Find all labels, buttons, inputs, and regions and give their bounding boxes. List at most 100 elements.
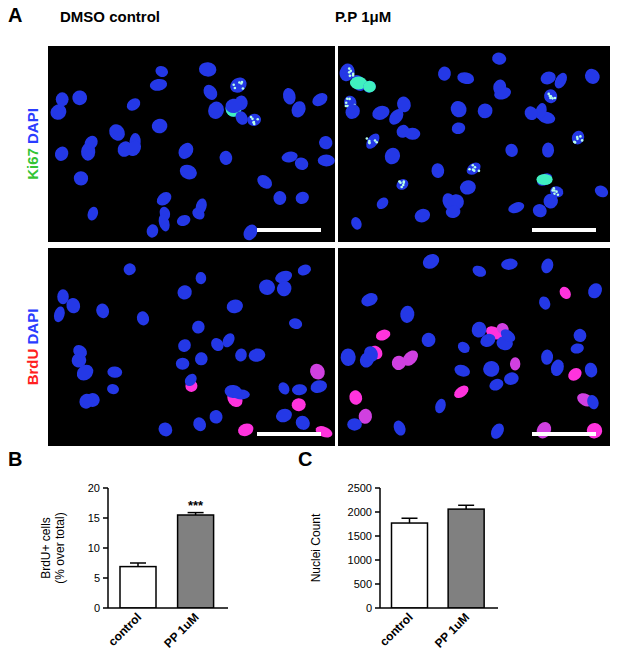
bar: [392, 523, 428, 608]
y-tick: [103, 517, 108, 519]
ki67-dot: [345, 101, 348, 104]
bar: [448, 509, 484, 608]
nucleus: [456, 71, 475, 86]
panel-label: B: [8, 448, 22, 470]
nucleus: [48, 101, 69, 123]
nucleus: [488, 421, 506, 441]
nucleus: [583, 361, 598, 378]
nucleus: [201, 82, 220, 102]
ki67-dot: [474, 166, 477, 169]
nucleus: [195, 272, 207, 285]
nucleus: [122, 262, 137, 277]
nucleus: [157, 213, 172, 233]
nucleus: [208, 409, 224, 425]
ki67-dot: [238, 81, 241, 84]
y-tick: [103, 487, 108, 489]
y-tick-label: 10: [88, 542, 100, 554]
nucleus: [507, 200, 526, 215]
nuclei: [52, 262, 334, 440]
nuclei: [48, 62, 335, 242]
nucleus: [541, 349, 554, 365]
nucleus: [52, 305, 66, 323]
ki67-dot: [554, 97, 557, 100]
ki67-dot: [399, 181, 402, 184]
ki67-nucleus: [536, 174, 552, 185]
nucleus: [246, 112, 262, 127]
nucleus: [552, 71, 569, 91]
ki67-dot: [573, 140, 576, 143]
nucleus: [149, 78, 168, 92]
nucleus: [501, 258, 519, 271]
row-label: Ki67 DAPI: [24, 108, 41, 180]
row-label-part: Ki67: [24, 148, 41, 180]
y-tick-label: 20: [88, 482, 100, 494]
nucleus: [499, 327, 518, 345]
nucleus: [503, 142, 519, 159]
nucleus: [487, 377, 505, 393]
nucleus: [471, 264, 488, 279]
ki67-dot: [551, 97, 554, 100]
nucleus: [481, 359, 502, 379]
ki67-dot: [478, 170, 481, 173]
nucleus: [106, 383, 120, 395]
ki67-dot: [348, 67, 351, 70]
nucleus: [456, 340, 472, 356]
nucleus: [420, 251, 442, 272]
bar: [178, 515, 214, 608]
image-bg: [338, 46, 610, 242]
nucleus: [182, 371, 199, 388]
ki67-dot: [403, 180, 406, 183]
y-tick-label: 2500: [348, 482, 372, 494]
ki67-dot: [256, 118, 259, 121]
scale-bar: [257, 228, 321, 232]
error-cap: [402, 517, 418, 519]
nucleus: [206, 99, 227, 121]
nucleus: [340, 348, 356, 366]
nucleus: [135, 310, 150, 327]
nucleus: [464, 160, 483, 178]
nucleus: [294, 189, 311, 206]
figure: ABCDMSO controlP.P 1μMKi67 DAPIBrdU DAPI…: [0, 0, 617, 672]
nucleus: [557, 285, 573, 302]
y-tick-label: 1000: [348, 554, 372, 566]
row-label-part: DAPI: [24, 309, 41, 349]
image-bg: [48, 248, 335, 446]
error-bar: [188, 513, 204, 515]
annotation: ***: [188, 498, 204, 513]
nucleus: [535, 171, 555, 189]
x-axis: [380, 607, 498, 609]
nucleus: [177, 162, 199, 182]
nucleus: [274, 407, 294, 425]
plot-area: [120, 513, 214, 608]
nucleus: [52, 144, 71, 163]
nucleus: [542, 192, 560, 210]
bar-chart: 05101520controlPP 1uMBrdU+ cells(% over …: [39, 482, 228, 651]
ki67-dot: [242, 87, 245, 90]
nucleus: [293, 413, 313, 433]
nucleus: [404, 127, 420, 140]
nucleus: [82, 133, 100, 152]
nucleus: [458, 179, 477, 197]
scale-bar: [532, 228, 596, 232]
ki67-dot: [253, 121, 256, 124]
nucleus: [539, 69, 558, 86]
nucleus: [317, 134, 335, 152]
y-axis-label: Nuclei Count: [309, 513, 323, 582]
row-label-part: BrdU: [24, 349, 41, 386]
y-tick-label: 0: [94, 602, 100, 614]
nucleus: [107, 366, 123, 378]
nucleus: [491, 51, 507, 66]
error-bar: [458, 505, 474, 509]
nucleus: [543, 88, 559, 105]
column-title: P.P 1μM: [335, 8, 391, 25]
nucleus: [584, 420, 606, 442]
nucleus: [154, 189, 174, 208]
nucleus: [431, 163, 445, 179]
nucleus: [86, 205, 100, 222]
y-tick: [375, 559, 380, 561]
nucleus: [56, 92, 69, 106]
ki67-dot: [550, 95, 553, 98]
error-bar: [130, 563, 146, 567]
ki67-dot: [348, 98, 351, 101]
nucleus: [343, 101, 363, 121]
